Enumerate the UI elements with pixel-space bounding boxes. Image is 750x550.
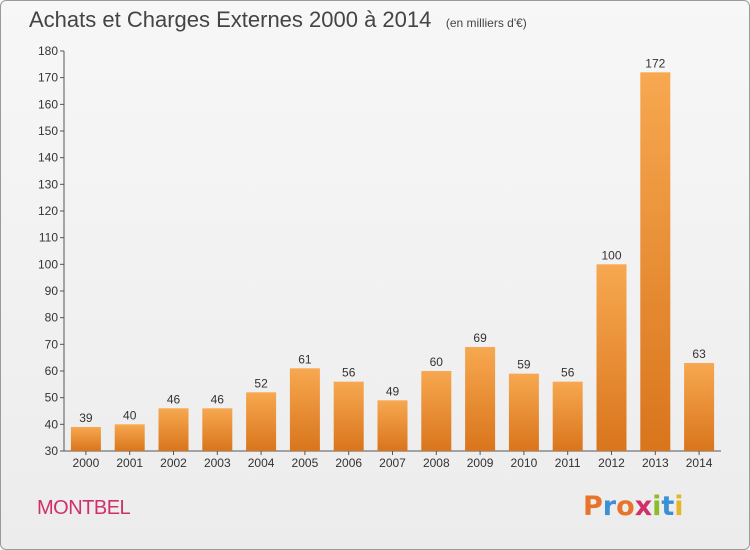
x-tick-label: 2013 (642, 456, 669, 470)
x-tick-label: 2014 (686, 456, 713, 470)
y-tick-label: 170 (38, 71, 58, 85)
x-tick-label: 2001 (116, 456, 143, 470)
x-tick-label: 2011 (555, 456, 581, 470)
labels: 39 2000 40 2001 46 2002 46 2003 52 2004 61 2005 56 20… (73, 56, 713, 470)
value-label: 100 (601, 248, 621, 262)
bar (640, 72, 671, 451)
bar (421, 371, 452, 451)
x-tick-label: 2000 (73, 456, 100, 470)
x-tick-label: 2003 (204, 456, 231, 470)
bar (70, 427, 101, 451)
value-label: 63 (692, 347, 706, 361)
y-tick-label: 150 (38, 124, 58, 138)
bar (246, 392, 277, 451)
value-label: 56 (561, 366, 575, 380)
chart-title: Achats et Charges Externes 2000 à 2014 (29, 7, 432, 32)
title-row: Achats et Charges Externes 2000 à 2014 (… (29, 7, 527, 33)
y-tick-label: 90 (45, 284, 59, 298)
bar (333, 381, 364, 451)
brand-letter: P (583, 491, 603, 522)
brand-letter: x (634, 491, 653, 522)
value-label: 59 (517, 358, 531, 372)
y-tick-label: 70 (45, 337, 59, 351)
y-tick-label: 100 (38, 257, 58, 271)
axes: 30 40 50 60 70 80 90 100 110 120 130 140 150 160 170 18… (38, 44, 721, 458)
bar (202, 408, 233, 451)
bar (114, 424, 145, 451)
brand-letter: i (674, 491, 684, 522)
x-tick-label: 2009 (467, 456, 494, 470)
value-label: 56 (342, 366, 356, 380)
value-label: 69 (473, 331, 487, 345)
value-label: 49 (386, 384, 400, 398)
brand-logo: Proxiti (583, 491, 684, 522)
y-tick-label: 80 (45, 311, 59, 325)
y-tick-label: 140 (38, 151, 58, 165)
brand-letter: o (616, 491, 635, 522)
y-tick-label: 120 (38, 204, 58, 218)
y-tick-label: 110 (39, 231, 58, 245)
y-tick-label: 30 (45, 444, 59, 458)
bar (508, 373, 539, 451)
y-tick-label: 130 (38, 177, 58, 191)
y-tick-label: 50 (45, 391, 59, 405)
y-tick-label: 160 (38, 97, 58, 111)
bar (684, 363, 715, 451)
x-tick-label: 2007 (379, 456, 406, 470)
value-label: 39 (79, 411, 93, 425)
bar (552, 381, 583, 451)
bars (70, 72, 715, 451)
bar (465, 347, 496, 451)
y-tick-label: 180 (38, 44, 58, 58)
x-tick-label: 2012 (598, 456, 625, 470)
value-label: 61 (298, 352, 312, 366)
y-tick-label: 60 (45, 364, 59, 378)
x-tick-label: 2004 (248, 456, 275, 470)
y-tick-label: 40 (45, 417, 59, 431)
x-tick-label: 2006 (335, 456, 362, 470)
bar (289, 368, 320, 451)
value-label: 46 (167, 392, 181, 406)
x-tick-label: 2008 (423, 456, 450, 470)
brand-letter: t (661, 491, 675, 522)
value-label: 172 (645, 56, 665, 70)
commune-name: MONTBEL (37, 497, 131, 519)
bar (596, 264, 627, 451)
x-tick-label: 2005 (292, 456, 319, 470)
chart-subtitle: (en milliers d'€) (445, 16, 527, 30)
value-label: 60 (430, 355, 444, 369)
value-label: 40 (123, 408, 137, 422)
value-label: 52 (254, 376, 268, 390)
brand-letter: i (652, 491, 662, 522)
x-tick-label: 2010 (511, 456, 538, 470)
brand-letter: r (602, 491, 617, 522)
x-tick-label: 2002 (160, 456, 187, 470)
value-label: 46 (211, 392, 225, 406)
bar (377, 400, 408, 451)
bar (158, 408, 189, 451)
